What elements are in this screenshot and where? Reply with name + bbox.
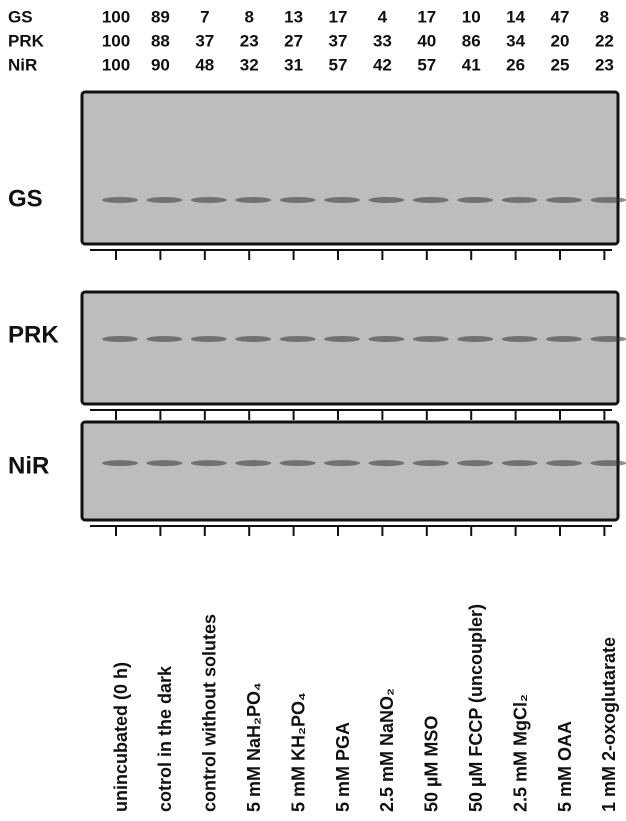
band bbox=[279, 197, 316, 203]
lane-label: 5 mM PGA bbox=[333, 722, 353, 812]
band bbox=[235, 336, 272, 343]
cell-value: 8 bbox=[600, 7, 609, 26]
band bbox=[324, 460, 360, 467]
row-label: PRK bbox=[8, 31, 45, 50]
lane-label: 5 mM OAA bbox=[555, 721, 575, 812]
cell-value: 48 bbox=[195, 55, 214, 74]
band bbox=[412, 336, 449, 343]
band bbox=[546, 197, 582, 203]
lane-label: 50 µM FCCP (uncoupler) bbox=[466, 604, 486, 812]
cell-value: 100 bbox=[102, 55, 130, 74]
band bbox=[190, 460, 227, 467]
cell-value: 100 bbox=[102, 31, 130, 50]
band bbox=[190, 197, 227, 203]
cell-value: 17 bbox=[417, 7, 436, 26]
cell-value: 25 bbox=[551, 55, 570, 74]
lane-label: unincubated (0 h) bbox=[111, 662, 131, 812]
cell-value: 13 bbox=[284, 7, 303, 26]
band bbox=[546, 460, 582, 467]
cell-value: 8 bbox=[244, 7, 253, 26]
band bbox=[457, 197, 494, 203]
band bbox=[324, 336, 360, 343]
panel-label: PRK bbox=[8, 321, 59, 348]
lane-label: 1 mM 2-oxoglutarate bbox=[599, 637, 619, 812]
band bbox=[235, 460, 272, 467]
lane-label: 2.5 mM NaNO₂ bbox=[377, 688, 397, 812]
cell-value: 4 bbox=[378, 7, 388, 26]
cell-value: 10 bbox=[462, 7, 481, 26]
cell-value: 20 bbox=[551, 31, 570, 50]
band bbox=[412, 460, 449, 467]
band bbox=[190, 336, 227, 343]
cell-value: 37 bbox=[329, 31, 348, 50]
cell-value: 7 bbox=[200, 7, 209, 26]
band bbox=[146, 460, 183, 467]
band bbox=[590, 460, 626, 467]
cell-value: 40 bbox=[417, 31, 436, 50]
band bbox=[102, 197, 138, 203]
lane-label: 5 mM NaH₂PO₄ bbox=[244, 682, 264, 812]
cell-value: 57 bbox=[329, 55, 348, 74]
lane-label: 5 mM KH₂PO₄ bbox=[288, 692, 308, 812]
cell-value: 86 bbox=[462, 31, 481, 50]
cell-value: 23 bbox=[595, 55, 614, 74]
cell-value: 33 bbox=[373, 31, 392, 50]
cell-value: 14 bbox=[506, 7, 525, 26]
cell-value: 42 bbox=[373, 55, 392, 74]
band bbox=[146, 336, 183, 343]
band bbox=[368, 460, 405, 467]
band bbox=[279, 336, 316, 343]
band bbox=[235, 197, 272, 203]
band bbox=[368, 336, 405, 343]
lane-label: control without solutes bbox=[200, 614, 220, 812]
band bbox=[368, 197, 405, 203]
band bbox=[590, 197, 626, 203]
panel-label: NiR bbox=[8, 452, 49, 479]
band bbox=[457, 460, 494, 467]
band bbox=[102, 460, 138, 467]
cell-value: 37 bbox=[195, 31, 214, 50]
cell-value: 100 bbox=[102, 7, 130, 26]
band bbox=[324, 197, 360, 203]
band bbox=[412, 197, 449, 203]
cell-value: 31 bbox=[284, 55, 303, 74]
band bbox=[546, 336, 582, 343]
lane-label: cotrol in the dark bbox=[155, 665, 175, 812]
band bbox=[501, 460, 538, 467]
band bbox=[590, 336, 626, 343]
cell-value: 47 bbox=[551, 7, 570, 26]
cell-value: 32 bbox=[240, 55, 259, 74]
cell-value: 89 bbox=[151, 7, 170, 26]
blot-panel bbox=[80, 90, 620, 246]
cell-value: 34 bbox=[506, 31, 525, 50]
band bbox=[501, 336, 538, 343]
cell-value: 57 bbox=[417, 55, 436, 74]
cell-value: 23 bbox=[240, 31, 259, 50]
lane-label: 2.5 mM MgCl₂ bbox=[510, 694, 530, 812]
row-label: NiR bbox=[8, 55, 37, 74]
band bbox=[146, 197, 183, 203]
blot-panel bbox=[80, 290, 620, 406]
cell-value: 22 bbox=[595, 31, 614, 50]
panel-label: GS bbox=[8, 185, 43, 212]
lane-label: 50 µM MSO bbox=[422, 716, 442, 812]
blot-panel bbox=[80, 420, 620, 522]
cell-value: 88 bbox=[151, 31, 170, 50]
row-label: GS bbox=[8, 7, 33, 26]
band bbox=[457, 336, 494, 343]
cell-value: 90 bbox=[151, 55, 170, 74]
cell-value: 27 bbox=[284, 31, 303, 50]
band bbox=[501, 197, 538, 203]
cell-value: 41 bbox=[462, 55, 481, 74]
band bbox=[102, 336, 138, 343]
cell-value: 17 bbox=[329, 7, 348, 26]
band bbox=[279, 460, 316, 467]
cell-value: 26 bbox=[506, 55, 525, 74]
